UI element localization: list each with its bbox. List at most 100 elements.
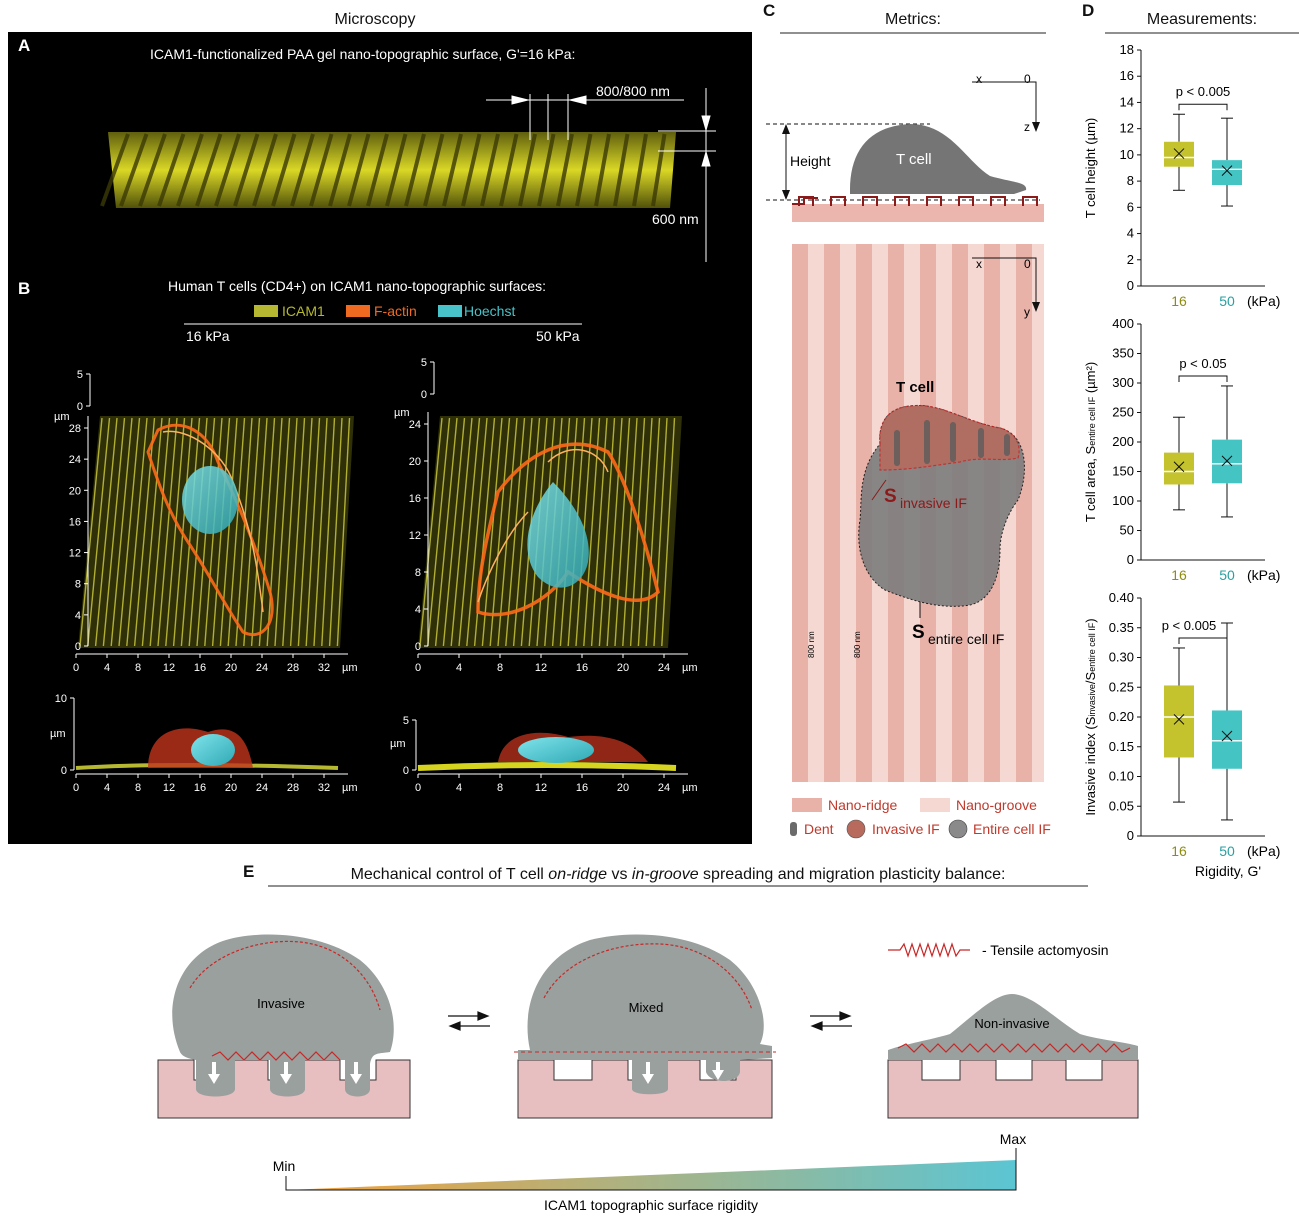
boxplot-3-ytick-0.15: 0.15 bbox=[1109, 739, 1134, 754]
mixed-state: Mixed bbox=[514, 934, 776, 1119]
panel-e-letter: E bbox=[243, 862, 255, 881]
right-side-xaxis-tick-8: 8 bbox=[497, 782, 503, 794]
right-yaxis-unit: µm bbox=[394, 407, 410, 419]
left-zbar-top: 5 bbox=[77, 369, 83, 381]
microscopy-graphics: 800/800 nm 600 nm B Human T cells (CD4+)… bbox=[18, 83, 716, 794]
panel-a-title: ICAM1-functionalized PAA gel nano-topogr… bbox=[150, 46, 576, 62]
left-yaxis-tick-8: 8 bbox=[75, 579, 81, 591]
left-side-xaxis-tick-16: 16 bbox=[194, 782, 206, 794]
microscopy-panel: A ICAM1-functionalized PAA gel nano-topo… bbox=[8, 32, 752, 844]
axis-x-label-top: x bbox=[976, 257, 982, 271]
right-xaxis-tick-8: 8 bbox=[497, 662, 503, 674]
actomyosin-legend: - Tensile actomyosin bbox=[888, 942, 1109, 958]
right-xaxis-tick-20: 20 bbox=[617, 662, 629, 674]
boxplot-2-pvalue: p < 0.05 bbox=[1179, 356, 1226, 371]
panel-d-letter: D bbox=[1082, 1, 1095, 20]
panel-c-letter: C bbox=[763, 1, 776, 20]
boxplot-1-ylabel: T cell height (µm) bbox=[1083, 118, 1098, 218]
boxplot-2-unit: (kPa) bbox=[1247, 567, 1280, 583]
boxplot-3-ytick-0.05: 0.05 bbox=[1109, 798, 1134, 813]
boxplot-3-ytick-0: 0 bbox=[1127, 828, 1134, 843]
left-xaxis-tick-20: 20 bbox=[225, 662, 237, 674]
height-label: 600 nm bbox=[652, 211, 699, 227]
boxplot-2-ytick-400: 400 bbox=[1112, 316, 1134, 331]
t-cell-side-label: T cell bbox=[896, 151, 932, 168]
boxplot-3-pvalue: p < 0.005 bbox=[1162, 618, 1217, 633]
invasive-label: Invasive bbox=[257, 996, 305, 1011]
right-side-xaxis-unit: µm bbox=[682, 782, 698, 794]
boxplot-2-ytick-100: 100 bbox=[1112, 493, 1134, 508]
right-xaxis-tick-4: 4 bbox=[456, 662, 462, 674]
left-yaxis-tick-24: 24 bbox=[69, 454, 81, 466]
s-invasive-label: S bbox=[884, 486, 897, 507]
left-xaxis-tick-24: 24 bbox=[256, 662, 268, 674]
boxplot-3-ytick-0.25: 0.25 bbox=[1109, 679, 1134, 694]
axis-z-label: z bbox=[1024, 120, 1030, 134]
metrics-schematic: x 0 z Height T cell x 0 y T cell bbox=[766, 32, 1051, 839]
rigidity-axis-label: Rigidity, G' bbox=[1195, 863, 1261, 879]
boxplot-1-ytick-4: 4 bbox=[1127, 226, 1134, 241]
left-side-xaxis-tick-4: 4 bbox=[104, 782, 110, 794]
left-zbar-zero: 0 bbox=[77, 401, 83, 413]
right-side-zbar-zero: 0 bbox=[403, 765, 409, 777]
axis-y-label: y bbox=[1024, 305, 1030, 319]
mechanics-model: Invasive Mixed Non-invasive - Tensile ac… bbox=[157, 885, 1139, 1213]
legend-swatch-icam1 bbox=[254, 305, 278, 317]
left-yaxis-tick-16: 16 bbox=[69, 516, 81, 528]
panel-b-title: Human T cells (CD4+) on ICAM1 nano-topog… bbox=[168, 278, 546, 294]
boxplot-1-ytick-12: 12 bbox=[1120, 121, 1134, 136]
boxplot-1-ytick-2: 2 bbox=[1127, 252, 1134, 267]
boxplot-1-ytick-16: 16 bbox=[1120, 68, 1134, 83]
left-side-xaxis-tick-32: 32 bbox=[318, 782, 330, 794]
right-zbar-top: 5 bbox=[421, 357, 427, 369]
right-side-xaxis-tick-0: 0 bbox=[415, 782, 421, 794]
gradient-min-label: Min bbox=[273, 1158, 296, 1174]
right-yaxis-tick-20: 20 bbox=[409, 456, 421, 468]
right-side-xaxis-tick-4: 4 bbox=[456, 782, 462, 794]
left-xaxis-tick-0: 0 bbox=[73, 662, 79, 674]
boxplot-1-ytick-18: 18 bbox=[1120, 42, 1134, 57]
rigidity-gradient: Min Max ICAM1 topographic surface rigidi… bbox=[273, 1131, 1027, 1213]
legend-swatch-hoechst bbox=[438, 305, 462, 317]
legend-entire-cell-if: Entire cell IF bbox=[973, 821, 1051, 837]
left-xaxis-tick-8: 8 bbox=[135, 662, 141, 674]
right-yaxis-tick-12: 12 bbox=[409, 530, 421, 542]
panel-a-letter: A bbox=[18, 36, 31, 55]
boxplot-3-cat-50: 50 bbox=[1219, 843, 1235, 859]
legend-invasive-if: Invasive IF bbox=[872, 821, 940, 837]
legend-label-hoechst: Hoechst bbox=[464, 303, 515, 319]
left-side-xaxis-tick-8: 8 bbox=[135, 782, 141, 794]
left-side-xaxis-tick-20: 20 bbox=[225, 782, 237, 794]
boxplot-2-ytick-250: 250 bbox=[1112, 405, 1134, 420]
panel-d-title: Measurements: bbox=[1146, 11, 1258, 28]
boxplot-1-ytick-10: 10 bbox=[1120, 147, 1134, 162]
left-side-zbar-zero: 0 bbox=[61, 765, 67, 777]
boxplot-2-ytick-350: 350 bbox=[1112, 346, 1134, 361]
footprint-schematic: x 0 y T cell S invasive IF S entire cell… bbox=[792, 244, 1044, 782]
left-xaxis-unit: µm bbox=[342, 662, 358, 674]
boxplot-2-cat-50: 50 bbox=[1219, 567, 1235, 583]
boxplot-3-ytick-0.35: 0.35 bbox=[1109, 620, 1134, 635]
left-side-unit: µm bbox=[50, 728, 66, 740]
left-side-zbar-top: 10 bbox=[55, 693, 67, 705]
height-label: Height bbox=[790, 153, 831, 169]
box-2-16 bbox=[1164, 452, 1194, 485]
gradient-max-label: Max bbox=[1000, 1131, 1026, 1147]
cell-side-view-16kpa bbox=[75, 728, 339, 770]
s-entire-label: S bbox=[912, 622, 925, 643]
boxplot-2-ytick-0: 0 bbox=[1127, 552, 1134, 567]
right-yaxis-tick-8: 8 bbox=[415, 567, 421, 579]
pitch-dimension bbox=[486, 94, 684, 140]
right-side-unit: µm bbox=[390, 738, 406, 750]
left-side-xaxis-tick-28: 28 bbox=[287, 782, 299, 794]
legend-nano-groove: Nano-groove bbox=[956, 797, 1037, 813]
left-xaxis-tick-28: 28 bbox=[287, 662, 299, 674]
gradient-axis-label: ICAM1 topographic surface rigidity bbox=[544, 1197, 758, 1213]
boxplot-1-cat-16: 16 bbox=[1171, 293, 1187, 309]
cell-3d-view-50kpa bbox=[418, 416, 682, 648]
left-yaxis-tick-12: 12 bbox=[69, 548, 81, 560]
boxplot-3-ytick-0.20: 0.20 bbox=[1109, 709, 1134, 724]
boxplot-3-ytick-0.10: 0.10 bbox=[1109, 769, 1134, 784]
boxplot-2-ytick-50: 50 bbox=[1120, 523, 1134, 538]
boxplot-3-cat-16: 16 bbox=[1171, 843, 1187, 859]
